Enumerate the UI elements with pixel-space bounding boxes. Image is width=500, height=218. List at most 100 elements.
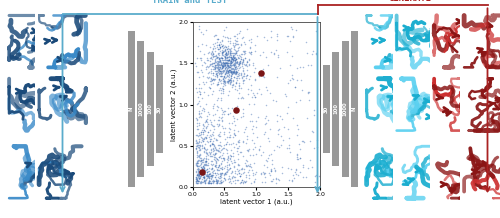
Point bbox=[218, 44, 226, 48]
Point bbox=[215, 44, 223, 47]
Point bbox=[202, 119, 210, 123]
Point bbox=[218, 64, 226, 68]
Point bbox=[221, 80, 229, 84]
Point bbox=[233, 172, 241, 175]
Point bbox=[214, 166, 222, 169]
Point bbox=[231, 51, 239, 54]
Point bbox=[194, 179, 202, 183]
Point bbox=[218, 44, 226, 47]
Point bbox=[209, 181, 217, 185]
Point bbox=[232, 57, 239, 60]
Point bbox=[194, 121, 202, 124]
Point bbox=[224, 73, 232, 76]
Point bbox=[214, 74, 222, 77]
Point bbox=[232, 57, 239, 61]
Point bbox=[230, 83, 237, 86]
Point bbox=[215, 67, 223, 71]
Point bbox=[232, 81, 240, 85]
Point bbox=[227, 74, 235, 77]
Point bbox=[224, 59, 232, 62]
Point bbox=[198, 71, 206, 74]
Point bbox=[216, 176, 224, 180]
Point bbox=[200, 176, 208, 179]
Point bbox=[216, 171, 224, 175]
Point bbox=[204, 181, 212, 185]
Point bbox=[247, 165, 255, 169]
Point bbox=[288, 73, 296, 77]
Point bbox=[192, 179, 200, 182]
Point bbox=[224, 165, 232, 169]
Point bbox=[236, 59, 244, 63]
Point bbox=[213, 73, 221, 77]
Point bbox=[214, 82, 222, 86]
Point bbox=[256, 172, 264, 176]
Point bbox=[209, 71, 217, 74]
Point bbox=[216, 57, 224, 60]
Point bbox=[218, 38, 226, 42]
Point bbox=[228, 60, 235, 64]
Point bbox=[264, 136, 272, 140]
Point bbox=[197, 174, 205, 177]
Point bbox=[263, 159, 271, 163]
Point bbox=[236, 61, 244, 64]
Text: 1000: 1000 bbox=[138, 102, 143, 116]
Point bbox=[272, 181, 280, 185]
Point bbox=[205, 179, 213, 183]
Point bbox=[207, 121, 215, 124]
Point bbox=[242, 173, 250, 176]
Point bbox=[296, 65, 304, 69]
Point bbox=[220, 130, 228, 134]
Point bbox=[206, 181, 214, 184]
Point bbox=[224, 69, 232, 73]
Point bbox=[234, 146, 242, 150]
Point bbox=[216, 56, 224, 60]
Point bbox=[237, 150, 245, 153]
Point bbox=[203, 168, 211, 171]
Point bbox=[196, 68, 204, 72]
Point bbox=[253, 34, 261, 37]
Point bbox=[204, 181, 212, 184]
Point bbox=[220, 76, 228, 79]
Point bbox=[240, 35, 248, 39]
Point bbox=[220, 74, 228, 77]
Point bbox=[209, 171, 217, 175]
Point bbox=[204, 130, 212, 134]
Point bbox=[241, 57, 249, 60]
Point bbox=[222, 69, 230, 73]
Point bbox=[194, 131, 202, 135]
Point bbox=[251, 95, 259, 98]
Point bbox=[235, 76, 243, 79]
Point bbox=[292, 173, 300, 176]
Point bbox=[217, 60, 225, 64]
Point bbox=[288, 179, 296, 183]
Point bbox=[227, 73, 235, 77]
Point bbox=[200, 32, 207, 36]
Point bbox=[216, 167, 224, 170]
Point bbox=[262, 114, 270, 118]
Point bbox=[214, 64, 222, 67]
Point bbox=[195, 121, 203, 124]
Point bbox=[216, 130, 224, 133]
Point bbox=[216, 123, 224, 127]
Point bbox=[198, 138, 205, 142]
Point bbox=[210, 61, 218, 65]
Point bbox=[192, 133, 200, 137]
Point bbox=[244, 164, 252, 167]
Point bbox=[234, 178, 241, 181]
Point bbox=[308, 52, 316, 56]
Point bbox=[248, 63, 256, 66]
Point bbox=[238, 111, 246, 114]
Point bbox=[209, 178, 217, 182]
Point bbox=[202, 119, 210, 123]
Point bbox=[223, 67, 231, 71]
Point bbox=[232, 74, 240, 78]
Point bbox=[234, 63, 242, 66]
Point bbox=[220, 77, 228, 81]
Point bbox=[198, 130, 205, 134]
Point bbox=[223, 75, 231, 78]
Point bbox=[211, 146, 219, 149]
Point bbox=[230, 64, 238, 67]
Point bbox=[236, 175, 244, 178]
Point bbox=[246, 164, 254, 167]
Point bbox=[226, 49, 234, 52]
